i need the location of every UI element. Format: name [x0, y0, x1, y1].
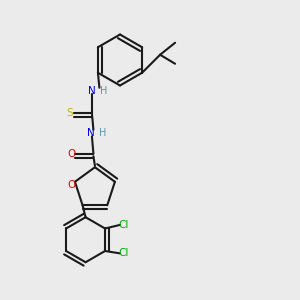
- Text: N: N: [88, 86, 96, 96]
- Text: O: O: [68, 180, 76, 190]
- Text: Cl: Cl: [119, 248, 129, 258]
- Text: Cl: Cl: [119, 220, 129, 230]
- Text: H: H: [100, 86, 108, 96]
- Text: O: O: [68, 149, 76, 159]
- Text: N: N: [86, 128, 94, 138]
- Text: S: S: [67, 108, 73, 118]
- Text: H: H: [99, 128, 106, 138]
